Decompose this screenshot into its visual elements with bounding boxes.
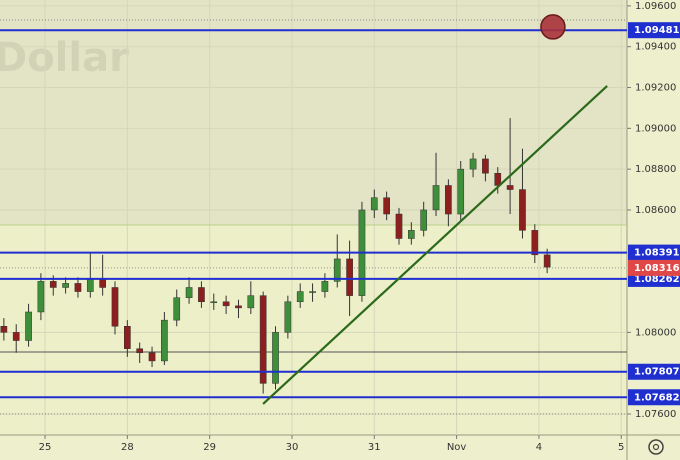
settings-icon[interactable] (648, 439, 664, 455)
level-tag (628, 244, 680, 261)
candle-body (383, 197, 390, 215)
candle-body (519, 189, 526, 231)
x-tick-label: 29 (203, 442, 216, 453)
trend-line (262, 85, 608, 405)
candle-body (346, 258, 353, 296)
candle-body (49, 281, 57, 288)
candle-body (235, 305, 242, 309)
plot-upper (0, 0, 627, 225)
candle-body (99, 279, 106, 288)
candle-body (531, 230, 539, 256)
candle-body (12, 332, 20, 341)
level-label: 1.09481 (634, 25, 680, 36)
settings-ring[interactable] (648, 439, 664, 455)
candle-body (457, 168, 465, 215)
candle-body (309, 291, 316, 293)
candle-body (173, 297, 181, 321)
x-tick-label: 25 (39, 442, 52, 453)
x-tick-label: 5 (618, 442, 624, 453)
settings-core[interactable] (652, 443, 660, 451)
x-tick-label: 31 (368, 442, 381, 453)
candle-body (407, 230, 415, 239)
candle-body (445, 185, 452, 215)
candle-body (185, 287, 193, 298)
candle-body (210, 301, 218, 304)
candle-body (148, 352, 156, 362)
candle-body (161, 319, 168, 362)
candle-body (111, 287, 119, 327)
candle-body (432, 185, 440, 211)
x-tick-label: 4 (536, 442, 542, 453)
plot-lower (0, 225, 627, 435)
y-tick-label: 1.08000 (635, 327, 676, 338)
level-label: 1.07807 (634, 367, 680, 378)
candle-body (86, 279, 94, 292)
candle-body (136, 348, 144, 354)
y-tick-label: 1.07600 (635, 409, 676, 420)
x-tick-label: 28 (121, 442, 134, 453)
y-tick-label: 1.09200 (635, 83, 676, 94)
y-tick-label: 1.08600 (635, 205, 676, 216)
target-marker (540, 14, 566, 40)
plot (0, 0, 627, 435)
candle-body (272, 332, 279, 384)
candle-body (222, 301, 230, 307)
candle-body (506, 185, 514, 190)
y-tick-label: 1.09400 (635, 42, 676, 53)
level-tag (628, 22, 680, 39)
candle-body (469, 158, 477, 170)
candle-body (296, 291, 304, 303)
level-label: 1.08391 (634, 248, 680, 259)
x-tick-label: Nov (447, 442, 467, 453)
y-tick-label: 1.09600 (635, 1, 676, 12)
level-tag (628, 363, 680, 380)
x-tick-label: 30 (286, 442, 299, 453)
candle-body (482, 158, 489, 174)
candle-body (25, 311, 32, 341)
candle-body (494, 172, 502, 186)
candle-body (284, 301, 292, 333)
candle-body (74, 283, 82, 292)
level-label: 1.08262 (634, 274, 680, 285)
price-tag (628, 259, 680, 276)
candle-body (124, 326, 131, 349)
candle-body (37, 281, 45, 313)
candle-body (62, 283, 69, 288)
candle-body (259, 295, 267, 384)
candle-body (247, 295, 255, 309)
candle-body (0, 326, 8, 333)
y-tick-label: 1.09000 (635, 123, 676, 134)
y-tick-label: 1.08800 (635, 164, 676, 175)
candle-body (321, 281, 329, 292)
level-tag (628, 389, 680, 406)
level-label: 1.07682 (634, 392, 680, 403)
candle-body (333, 258, 341, 282)
candle-body (420, 209, 428, 231)
candle-body (198, 287, 205, 303)
watermark: Dollar (0, 35, 129, 81)
candle-body (543, 254, 551, 268)
candle-body (395, 213, 403, 239)
price-label: 1.08316 (634, 263, 680, 274)
candle-body (370, 197, 378, 211)
